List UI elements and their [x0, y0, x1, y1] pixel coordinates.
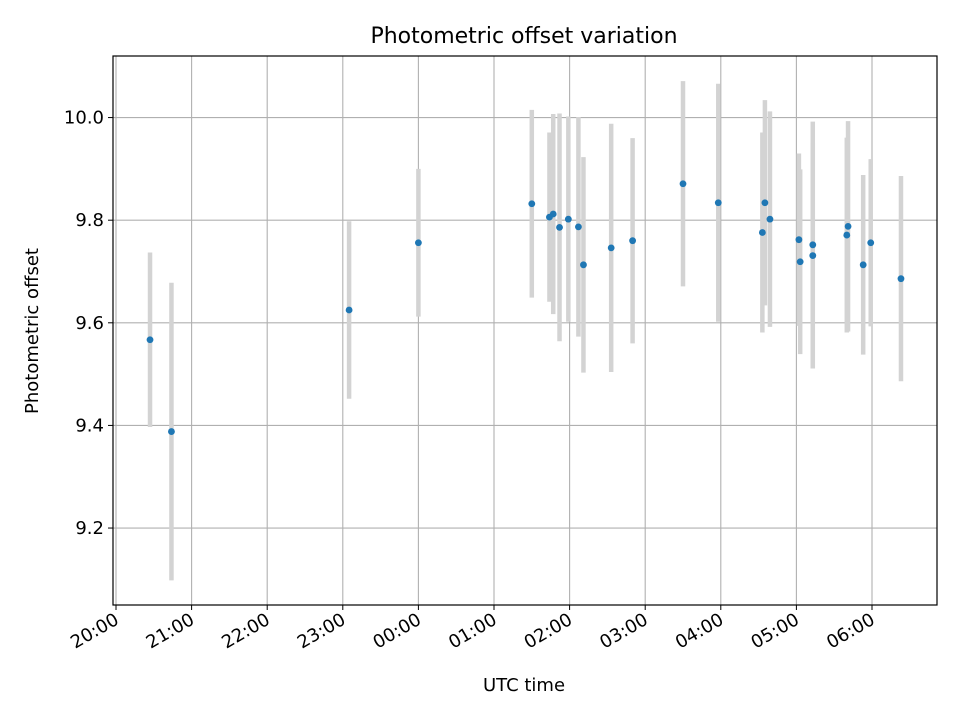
data-point	[168, 428, 175, 435]
x-tick-label: 03:00	[596, 609, 651, 653]
data-point	[809, 252, 817, 259]
data-point	[607, 244, 615, 252]
data-point	[415, 239, 422, 247]
data-point	[867, 239, 875, 247]
data-point	[758, 229, 766, 236]
data-point	[897, 275, 905, 283]
x-axis-label: UTC time	[483, 675, 565, 696]
y-tick-label: 9.6	[75, 313, 104, 334]
data-point	[679, 180, 687, 188]
data-points	[146, 180, 905, 435]
data-point	[146, 336, 154, 344]
data-point	[629, 237, 636, 245]
data-point	[556, 223, 563, 231]
x-tick-label: 06:00	[823, 609, 878, 653]
data-point	[795, 236, 803, 244]
x-axis-ticks: 20:00 21:00 22:00 23:00 00:00 01:00 02:00 03:00…	[67, 605, 879, 653]
data-point	[528, 200, 536, 208]
x-tick-label: 01:00	[445, 609, 500, 653]
data-point	[844, 222, 852, 230]
x-tick-label: 20:00	[67, 609, 122, 653]
data-point	[714, 199, 722, 207]
y-tick-label: 10.0	[64, 108, 104, 129]
data-point	[345, 306, 353, 314]
x-tick-label: 00:00	[369, 609, 424, 653]
y-tick-label: 9.2	[75, 518, 104, 539]
data-point	[575, 223, 582, 231]
data-point	[564, 215, 572, 223]
y-axis-label: Photometric offset	[22, 248, 43, 414]
data-point	[580, 261, 587, 269]
x-tick-label: 05:00	[747, 609, 802, 653]
x-tick-label: 23:00	[294, 609, 349, 653]
data-point	[809, 241, 817, 249]
data-point	[796, 258, 804, 266]
data-point	[549, 210, 557, 218]
plot-frame	[112, 55, 938, 606]
data-point	[761, 199, 769, 207]
error-bars	[147, 81, 904, 581]
x-tick-label: 21:00	[143, 609, 198, 653]
data-point	[843, 231, 851, 239]
x-tick-label: 02:00	[521, 609, 576, 653]
y-axis-ticks: 9.2 9.4 9.6 9.8 10.0	[64, 108, 113, 539]
y-tick-label: 9.8	[75, 210, 104, 231]
data-point	[766, 215, 774, 223]
x-tick-label: 04:00	[672, 609, 727, 653]
chart-title: Photometric offset variation	[370, 24, 677, 49]
x-tick-label: 22:00	[218, 609, 273, 653]
data-point	[859, 261, 867, 269]
y-tick-label: 9.4	[75, 415, 104, 436]
